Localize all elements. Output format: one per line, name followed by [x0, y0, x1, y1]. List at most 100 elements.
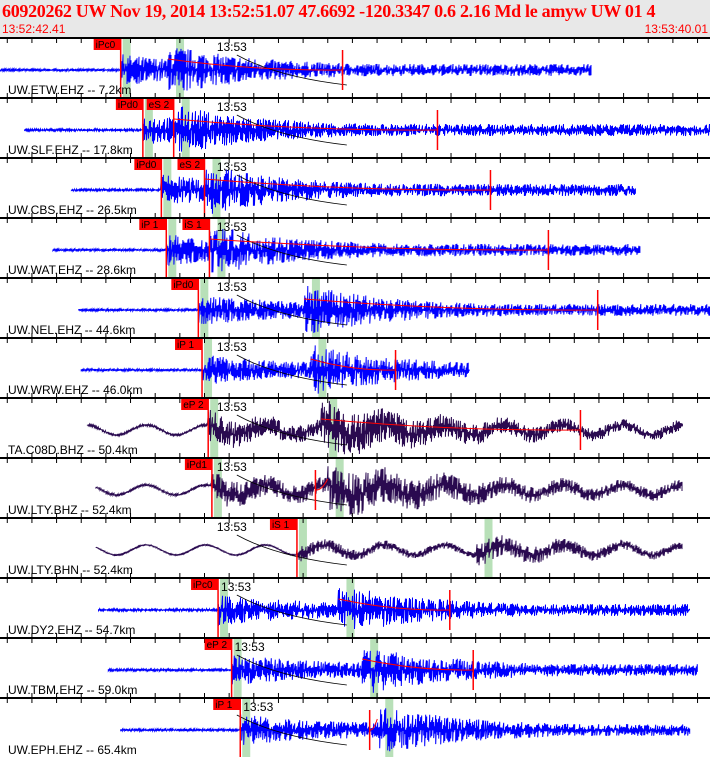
travel-time-curve [236, 354, 347, 386]
travel-time-curve [236, 414, 347, 446]
travel-time-curve [236, 534, 347, 566]
pick-label-box [93, 39, 121, 50]
waveform [0, 48, 592, 91]
minute-label: 13:53 [217, 40, 247, 54]
travel-time-curve [236, 234, 347, 266]
pick-label-box [134, 159, 162, 170]
trace-label: UW.LTY.BHZ -- 52.4km [8, 503, 132, 517]
event-title: 60920262 UW Nov 19, 2014 13:52:51.07 47.… [2, 1, 656, 21]
pick-label: iP 1 [215, 700, 232, 711]
end-time-label: 13:53:40.01 [644, 22, 708, 36]
trace-4: 13:53 iPd0 UW.NEL.EHZ -- 44.6km [0, 273, 710, 337]
trace-11: 13:53 iP 1 UW.EPH.EHZ -- 65.4km [0, 693, 710, 757]
minute-label: 13:53 [217, 280, 247, 294]
trace-label: UW.DY2.EHZ -- 54.7km [8, 623, 135, 637]
p-theoretical-band [298, 519, 307, 577]
trace-label: UW.SLF.EHZ -- 17.8km [8, 143, 133, 157]
pick-label-box [115, 99, 143, 110]
pick-label-box [177, 159, 205, 170]
waveform [24, 106, 710, 152]
pick-label: iS 1 [272, 520, 290, 531]
trace-label: UW.CBS.EHZ -- 26.5km [8, 203, 137, 217]
trace-10: 13:53 eP 2 UW.TBM.EHZ -- 59.0km [0, 633, 710, 697]
trace-label: UW.NEL.EHZ -- 44.6km [8, 323, 135, 337]
waveform [95, 466, 683, 516]
coda-decay-line [315, 478, 329, 491]
trace-label: UW.EPH.EHZ -- 65.4km [8, 743, 137, 757]
pick-label: iS 1 [184, 220, 202, 231]
pick-label: iP 1 [141, 220, 158, 231]
travel-time-curve [236, 474, 347, 506]
travel-time-curve [236, 174, 347, 206]
seismogram-panel[interactable]: 13:53 iPc0 UW.ETW.EHZ -- 7.2km 13:53 iPd0 eS … [0, 37, 710, 758]
minute-label: 13:53 [217, 160, 247, 174]
s-theoretical-band [370, 639, 379, 697]
pick-label-box [139, 219, 167, 230]
trace-8: 13:53 iS 1 UW.LTY.BHN -- 52.4km [0, 513, 710, 577]
coda-decay-line [303, 298, 598, 311]
travel-time-curve [236, 54, 347, 86]
header-bar: 60920262 UW Nov 19, 2014 13:52:51.07 47.… [0, 0, 710, 37]
trace-9: 13:53 iPc0 UW.DY2.EHZ -- 54.7km [0, 573, 710, 637]
coda-decay-line [209, 238, 549, 251]
trace-2: 13:53 iPd0 eS 2 UW.CBS.EHZ -- 26.5km [0, 153, 710, 217]
pick-label: iPd0 [136, 160, 156, 171]
travel-time-curve [236, 714, 347, 746]
minute-label: 13:53 [221, 580, 251, 594]
trace-label: UW.WAT.EHZ -- 28.6km [8, 263, 136, 277]
waveform [78, 285, 710, 333]
trace-0: 13:53 iPc0 UW.ETW.EHZ -- 7.2km [0, 37, 710, 97]
pick-label: iPd1 [187, 460, 207, 471]
trace-label: UW.WRW.EHZ -- 46.0km [8, 383, 142, 397]
pick-label-box [191, 579, 219, 590]
minute-label: 13:53 [235, 640, 265, 654]
coda-decay-line [310, 358, 396, 371]
minute-label: 13:53 [217, 100, 247, 114]
coda-decay-line [321, 418, 581, 431]
coda-decay-line [173, 118, 438, 131]
pick-label-box [184, 459, 212, 470]
trace-1: 13:53 iPd0 eS 2 UW.SLF.EHZ -- 17.8km [0, 93, 710, 157]
pick-label-box [175, 339, 203, 350]
pick-label: eP 2 [183, 400, 204, 411]
travel-time-curve [236, 594, 347, 626]
pick-label: eP 2 [207, 640, 228, 651]
pick-label-box [146, 99, 174, 110]
pick-label: eS 2 [179, 160, 200, 171]
waveform [86, 401, 683, 455]
minute-label: 13:53 [217, 340, 247, 354]
pick-label: iPc0 [193, 580, 213, 591]
trace-label: UW.ETW.EHZ -- 7.2km [8, 83, 131, 97]
pick-label: iP 1 [177, 340, 194, 351]
pick-label-box [171, 279, 199, 290]
start-time-label: 13:52:42.41 [2, 22, 66, 36]
trace-7: 13:53 iPd1 UW.LTY.BHZ -- 52.4km [0, 453, 710, 517]
waveform [107, 650, 698, 693]
waveform [80, 345, 470, 394]
minute-label: 13:53 [217, 220, 247, 234]
pick-label-box [213, 699, 241, 710]
pick-label: iPd0 [118, 100, 138, 111]
minute-label: 13:53 [243, 700, 273, 714]
travel-time-curve [236, 654, 347, 686]
waveform [120, 708, 691, 752]
minute-label: 13:53 [217, 460, 247, 474]
coda-decay-line [167, 58, 343, 71]
pick-label-box [204, 639, 232, 650]
trace-5: 13:53 iP 1 UW.WRW.EHZ -- 46.0km [0, 333, 710, 397]
minute-label: 13:53 [217, 520, 247, 534]
trace-label: UW.LTY.BHN -- 52.4km [8, 563, 133, 577]
pick-label: eS 2 [149, 100, 170, 111]
pick-label-box [182, 219, 210, 230]
trace-label: UW.TBM.EHZ -- 59.0km [8, 683, 137, 697]
coda-decay-line [204, 178, 491, 191]
pick-label: iPd0 [173, 280, 193, 291]
minute-label: 13:53 [217, 400, 247, 414]
coda-decay-line [338, 598, 450, 611]
pick-label: iPc0 [96, 40, 116, 51]
trace-6: 13:53 eP 2 TA.C08D.BHZ -- 50.4km [0, 393, 710, 457]
travel-time-curve [236, 294, 347, 326]
trace-3: 13:53 iP 1 iS 1 UW.WAT.EHZ -- 28.6km [0, 213, 710, 277]
coda-decay-line [362, 658, 474, 671]
travel-time-curve [236, 114, 347, 146]
